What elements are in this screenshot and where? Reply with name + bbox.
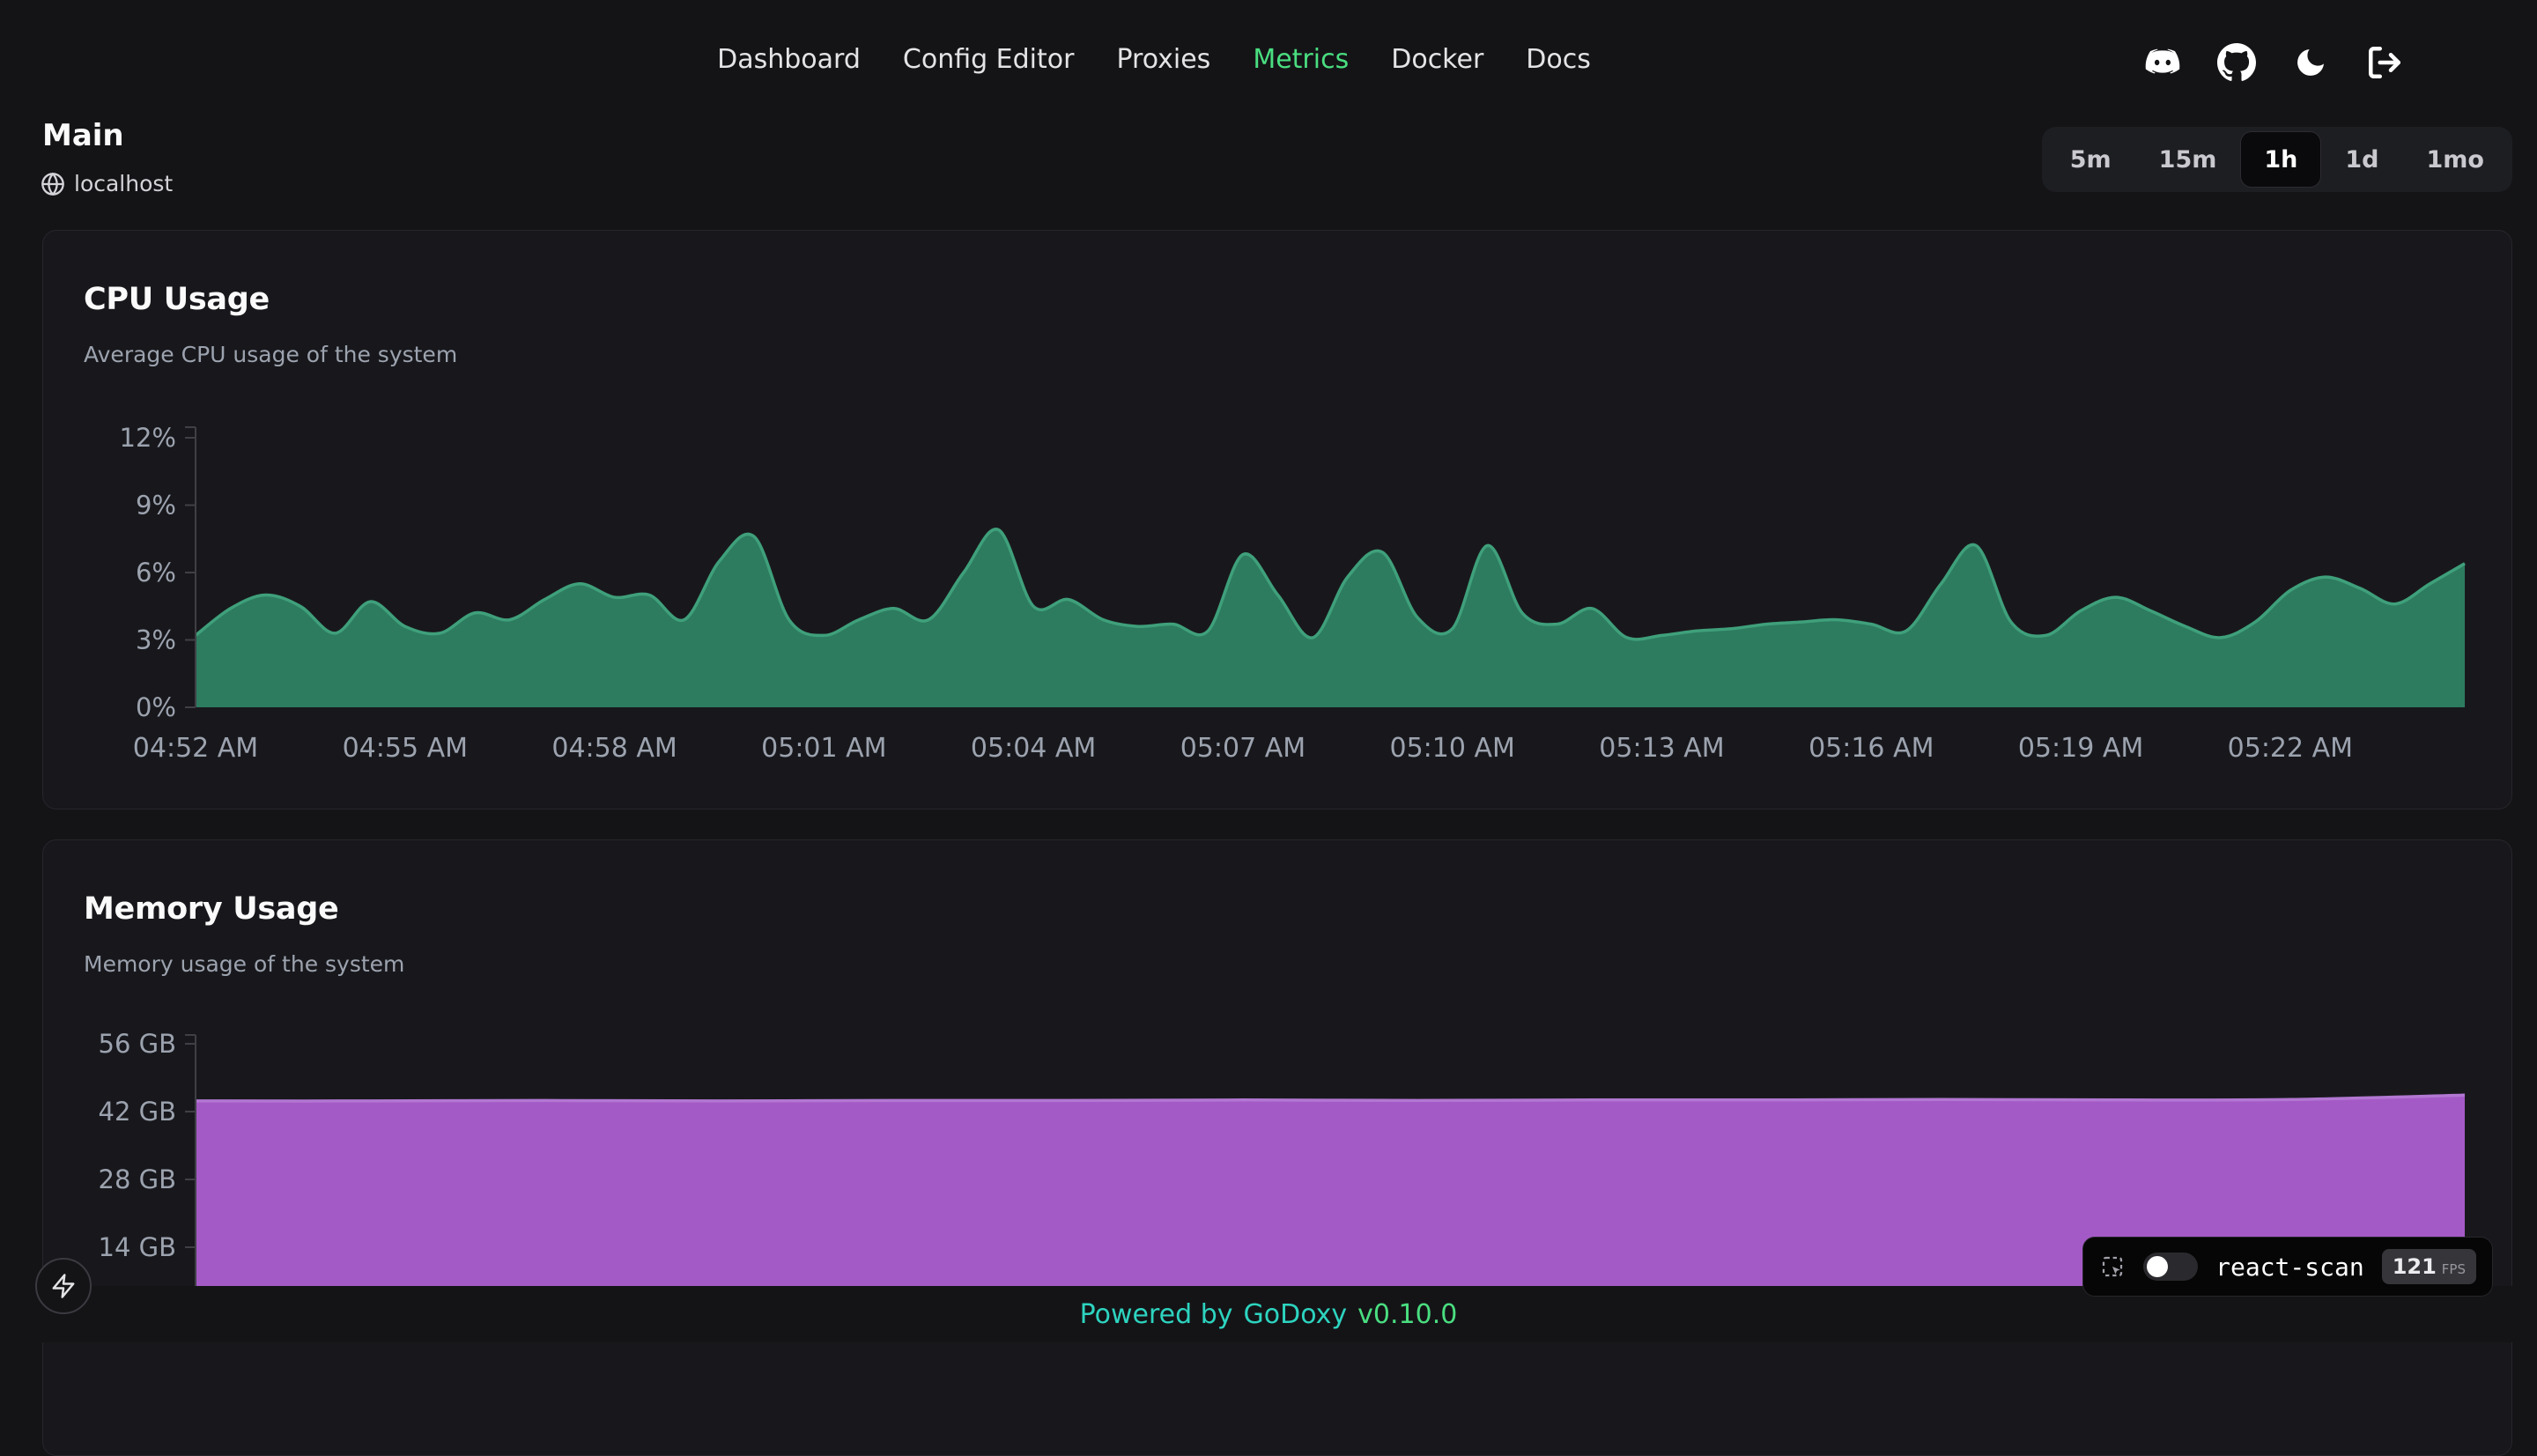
- discord-icon-svg: [2145, 48, 2180, 74]
- x-tick-label: 05:10 AM: [1390, 733, 1515, 764]
- github-icon-svg: [2217, 43, 2256, 81]
- y-tick-label: 14 GB: [99, 1232, 177, 1262]
- zap-icon: [52, 1274, 75, 1298]
- y-tick-label: 42 GB: [99, 1097, 177, 1127]
- cpu-usage-area: [196, 528, 2465, 707]
- zap-button[interactable]: [35, 1258, 92, 1314]
- fps-value: 121: [2392, 1254, 2437, 1279]
- logout-icon-svg: [2368, 46, 2401, 79]
- time-range-selector: 5m 15m 1h 1d 1mo: [2041, 127, 2512, 192]
- x-tick-label: 04:58 AM: [551, 733, 677, 764]
- globe-icon: [41, 172, 64, 196]
- cpu-card-title: CPU Usage: [84, 282, 270, 317]
- memory-usage-chart: 14 GB 28 GB 42 GB 56 GB: [99, 1029, 2466, 1315]
- memory-usage-card: Memory Usage Memory usage of the system …: [42, 839, 2512, 1456]
- footer-brand-link[interactable]: GoDoxy: [1243, 1298, 1348, 1330]
- top-icon-group: [2142, 42, 2405, 83]
- x-tick-label: 05:19 AM: [2018, 733, 2143, 764]
- cpu-usage-card: CPU Usage Average CPU usage of the syste…: [42, 230, 2512, 809]
- memory-usage-line: [195, 1093, 2466, 1103]
- moon-icon[interactable]: [2290, 42, 2331, 83]
- range-1d[interactable]: 1d: [2322, 132, 2401, 187]
- range-15m[interactable]: 15m: [2136, 132, 2240, 187]
- moon-icon-svg: [2297, 49, 2324, 76]
- range-1mo[interactable]: 1mo: [2404, 132, 2507, 187]
- react-scan-toggle[interactable]: [2143, 1253, 2199, 1281]
- x-tick-label: 05:22 AM: [2228, 733, 2353, 764]
- host-label: localhost: [74, 171, 174, 196]
- top-nav: Dashboard Config Editor Proxies Metrics …: [717, 44, 1591, 75]
- nav-proxies[interactable]: Proxies: [1116, 44, 1211, 75]
- footer-version: v0.10.0: [1357, 1298, 1458, 1330]
- fps-unit: FPS: [2441, 1261, 2466, 1277]
- y-tick-label: 3%: [136, 625, 176, 655]
- y-tick-label: 0%: [136, 692, 176, 722]
- cpu-usage-chart: 0% 3% 6% 9% 12% 04:52 AM 04:55 AM 04:58 AM 05:01…: [120, 423, 2466, 764]
- y-tick-label: 12%: [120, 423, 176, 453]
- nav-docs[interactable]: Docs: [1526, 44, 1591, 75]
- footer-powered-by: Powered by: [1079, 1298, 1233, 1330]
- nav-config-editor[interactable]: Config Editor: [902, 44, 1075, 75]
- x-tick-label: 05:13 AM: [1599, 733, 1724, 764]
- logout-icon[interactable]: [2364, 42, 2405, 83]
- react-scan-widget: react-scan 121 FPS: [2082, 1237, 2493, 1297]
- x-tick-label: 04:55 AM: [343, 733, 468, 764]
- react-scan-label: react-scan: [2215, 1252, 2364, 1282]
- nav-docker[interactable]: Docker: [1391, 44, 1484, 75]
- cpu-card-subtitle: Average CPU usage of the system: [84, 342, 458, 367]
- github-icon[interactable]: [2216, 42, 2257, 83]
- host-row: localhost: [41, 171, 173, 196]
- toggle-knob: [2147, 1256, 2169, 1277]
- memory-card-subtitle: Memory usage of the system: [84, 951, 405, 977]
- inspect-icon[interactable]: [2099, 1253, 2126, 1280]
- y-tick-label: 9%: [136, 491, 176, 521]
- x-tick-label: 05:16 AM: [1808, 733, 1934, 764]
- nav-metrics[interactable]: Metrics: [1253, 44, 1350, 75]
- discord-icon[interactable]: [2142, 42, 2183, 83]
- y-tick-label: 28 GB: [99, 1164, 177, 1194]
- fps-badge: 121 FPS: [2381, 1249, 2476, 1284]
- memory-usage-area: [196, 1095, 2465, 1315]
- x-tick-label: 05:04 AM: [971, 733, 1096, 764]
- y-tick-label: 6%: [136, 558, 176, 588]
- page-title: Main: [42, 118, 124, 153]
- x-tick-label: 05:01 AM: [761, 733, 886, 764]
- nav-dashboard[interactable]: Dashboard: [717, 44, 861, 75]
- y-tick-label: 56 GB: [99, 1029, 177, 1059]
- cpu-usage-line: [194, 528, 2466, 641]
- range-5m[interactable]: 5m: [2047, 132, 2134, 187]
- x-tick-label: 05:07 AM: [1180, 733, 1305, 764]
- x-tick-label: 04:52 AM: [133, 733, 258, 764]
- range-1h[interactable]: 1h: [2241, 132, 2321, 187]
- memory-card-title: Memory Usage: [84, 891, 339, 927]
- inspect-icon-svg: [2102, 1256, 2123, 1277]
